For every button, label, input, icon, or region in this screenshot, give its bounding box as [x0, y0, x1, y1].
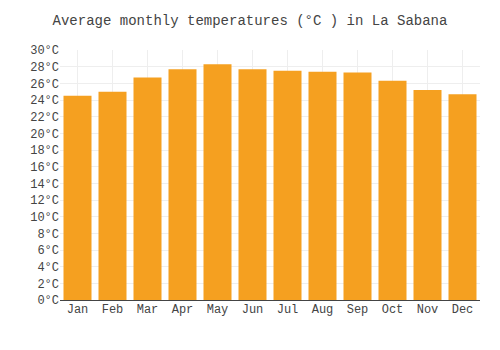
svg-text:Dec: Dec — [452, 303, 474, 317]
svg-text:16°C: 16°C — [30, 161, 59, 175]
svg-text:2°C: 2°C — [37, 278, 59, 292]
svg-text:24°C: 24°C — [30, 94, 59, 108]
svg-text:Oct: Oct — [382, 303, 404, 317]
svg-text:Feb: Feb — [102, 303, 124, 317]
svg-text:Sep: Sep — [347, 303, 369, 317]
svg-text:0°C: 0°C — [37, 294, 59, 308]
svg-text:10°C: 10°C — [30, 211, 59, 225]
svg-text:Average monthly temperatures (: Average monthly temperatures (°C ) in La… — [53, 13, 448, 29]
svg-text:Aug: Aug — [312, 303, 334, 317]
svg-text:28°C: 28°C — [30, 61, 59, 75]
svg-text:Jan: Jan — [67, 303, 89, 317]
svg-text:6°C: 6°C — [37, 244, 59, 258]
svg-text:May: May — [207, 303, 229, 317]
svg-text:14°C: 14°C — [30, 178, 59, 192]
svg-text:26°C: 26°C — [30, 78, 59, 92]
svg-text:8°C: 8°C — [37, 228, 59, 242]
svg-text:12°C: 12°C — [30, 194, 59, 208]
svg-text:Jul: Jul — [277, 303, 299, 317]
svg-text:Nov: Nov — [417, 303, 439, 317]
svg-text:4°C: 4°C — [37, 261, 59, 275]
svg-text:30°C: 30°C — [30, 44, 59, 58]
svg-text:22°C: 22°C — [30, 111, 59, 125]
svg-text:Apr: Apr — [172, 303, 194, 317]
svg-text:20°C: 20°C — [30, 128, 59, 142]
svg-text:Mar: Mar — [137, 303, 159, 317]
svg-text:Jun: Jun — [242, 303, 264, 317]
svg-text:18°C: 18°C — [30, 144, 59, 158]
